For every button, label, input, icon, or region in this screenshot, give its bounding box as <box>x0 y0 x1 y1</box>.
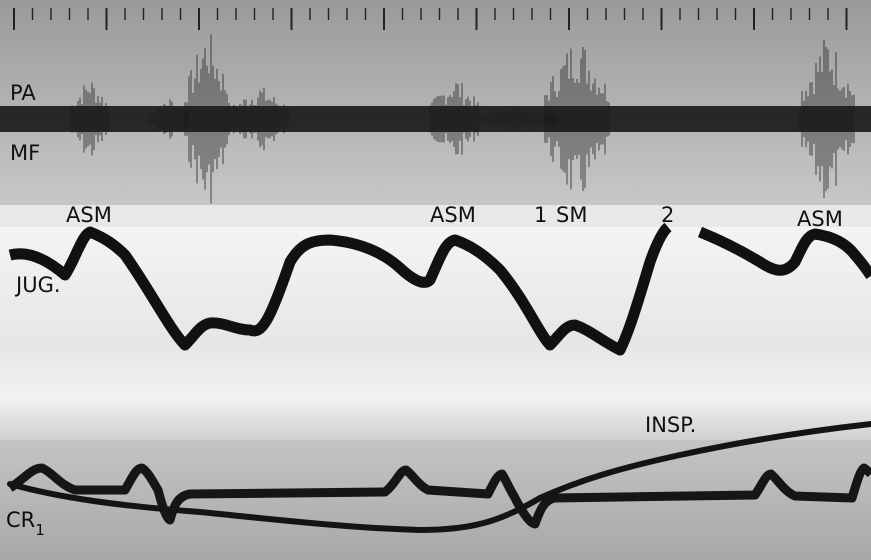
carotid-trace <box>7 463 871 529</box>
label-cr-sub: 1 <box>35 521 45 539</box>
jugular-trace <box>8 222 672 356</box>
label-two: 2 <box>661 203 674 227</box>
separator-band <box>0 205 871 227</box>
label-asm: ASM <box>66 203 112 227</box>
label-sm: SM <box>556 203 587 227</box>
label-asm: ASM <box>430 203 476 227</box>
sound-bursts <box>69 34 855 204</box>
label-cr-main: CR <box>6 508 35 532</box>
label-one: 1 <box>534 203 547 227</box>
label-cr: CR1 <box>6 508 45 539</box>
label-insp: INSP. <box>645 413 696 437</box>
burst-lines <box>69 34 855 204</box>
label-jug: JUG. <box>14 273 61 297</box>
label-asm: ASM <box>797 207 843 231</box>
label-mf: MF <box>10 141 40 165</box>
carotid-band <box>0 440 871 560</box>
label-pa: PA <box>10 81 36 105</box>
jugular-trace-2 <box>697 226 871 280</box>
respiration-trace <box>7 421 871 534</box>
time-ticks <box>13 8 848 30</box>
